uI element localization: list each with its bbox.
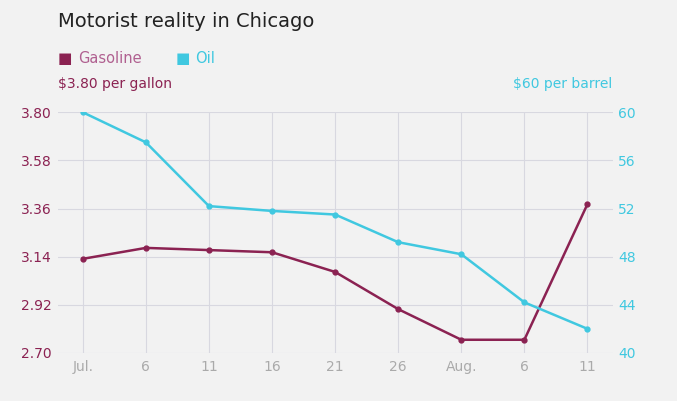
- Text: $3.80 per gallon: $3.80 per gallon: [58, 77, 171, 91]
- Text: Oil: Oil: [195, 51, 215, 66]
- Text: ■: ■: [176, 51, 190, 66]
- Text: Gasoline: Gasoline: [78, 51, 141, 66]
- Text: $60 per barrel: $60 per barrel: [513, 77, 613, 91]
- Text: Motorist reality in Chicago: Motorist reality in Chicago: [58, 12, 314, 31]
- Text: ■: ■: [58, 51, 72, 66]
